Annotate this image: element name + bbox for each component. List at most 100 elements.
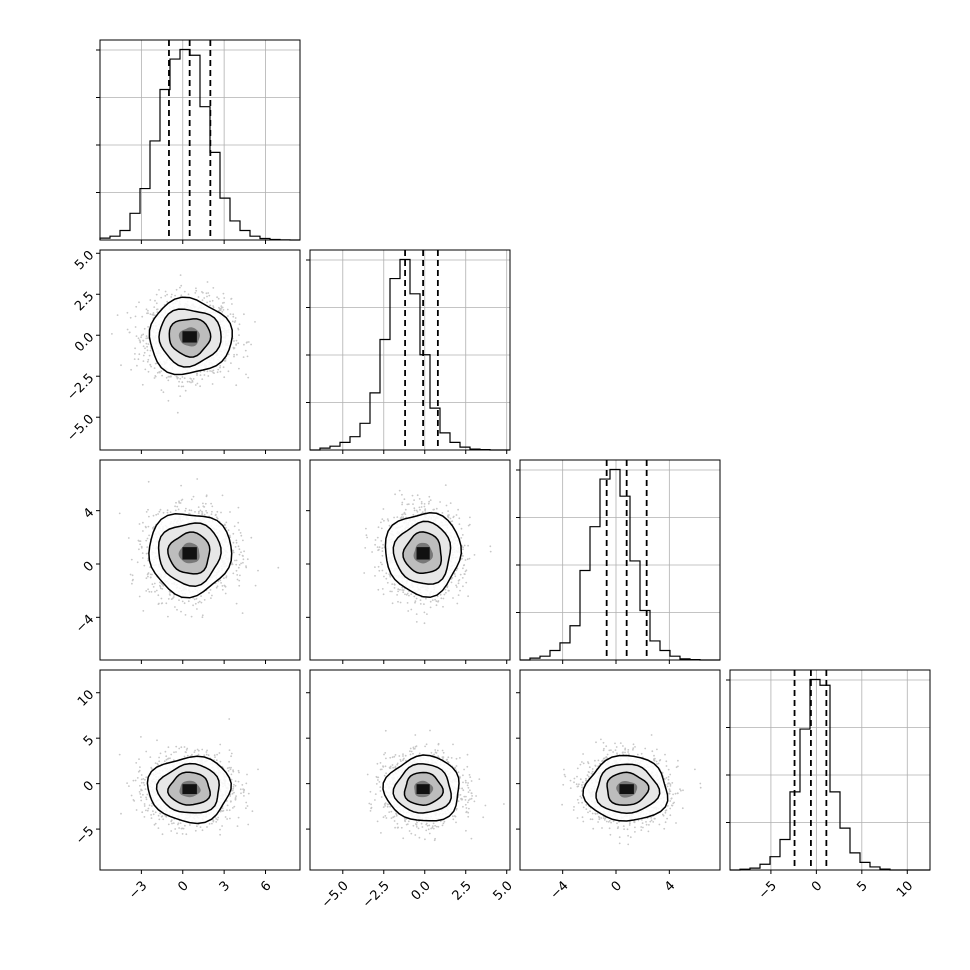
sample-point (396, 516, 399, 518)
sample-point (168, 593, 171, 596)
sample-point (235, 541, 238, 544)
sample-point (457, 594, 460, 596)
sample-point (223, 584, 226, 587)
sample-point (473, 554, 476, 556)
sample-point (174, 606, 176, 608)
sample-point (447, 510, 449, 512)
sample-point (246, 355, 249, 358)
sample-point (164, 290, 167, 293)
sample-point (187, 600, 190, 603)
sample-point (176, 411, 179, 414)
sample-point (221, 494, 224, 497)
sample-point (237, 328, 240, 331)
sample-point (462, 585, 464, 588)
sample-point (243, 550, 246, 553)
sample-point (382, 508, 385, 510)
sample-point (412, 513, 415, 516)
sample-point (232, 313, 235, 316)
sample-point (241, 554, 244, 557)
sample-point (129, 316, 132, 319)
sample-point (157, 594, 160, 597)
sample-point (419, 599, 422, 601)
sample-point (145, 552, 148, 555)
sample-point (208, 592, 210, 594)
sample-point (389, 575, 392, 578)
sample-point (242, 561, 244, 564)
sample-point (228, 534, 231, 537)
sample-point (153, 314, 156, 317)
sample-point (393, 583, 396, 586)
sample-point (415, 597, 418, 600)
sample-point (194, 511, 196, 513)
sample-point (435, 604, 438, 607)
sample-point (146, 537, 149, 540)
sample-point (223, 360, 226, 362)
sample-point (235, 563, 238, 566)
sample-point (235, 539, 238, 542)
sample-point (242, 356, 245, 358)
sample-point (139, 543, 142, 546)
sample-point (177, 508, 180, 511)
sample-point (181, 376, 184, 378)
sample-point (145, 342, 148, 345)
sample-point (205, 292, 208, 295)
sample-point (181, 600, 184, 603)
sample-point (234, 317, 237, 319)
sample-point (223, 376, 226, 379)
sample-point (167, 598, 170, 600)
sample-point (133, 358, 136, 360)
sample-point (247, 376, 250, 379)
sample-point (138, 339, 141, 341)
sample-point (235, 569, 238, 572)
sample-point (147, 508, 149, 511)
sample-point (146, 573, 149, 576)
sample-point (152, 313, 154, 316)
sample-point (200, 601, 203, 604)
sample-point (194, 602, 197, 605)
sample-point (225, 576, 228, 579)
sample-point (167, 379, 170, 382)
sample-point (170, 296, 173, 298)
histogram-frame (99, 39, 301, 241)
sample-point (154, 299, 156, 302)
sample-point (152, 312, 155, 314)
sample-point (149, 313, 152, 315)
sample-point (238, 548, 241, 551)
sample-point (159, 585, 162, 588)
sample-point (450, 581, 453, 584)
sample-point (194, 292, 197, 294)
sample-point (233, 340, 235, 342)
sample-point (212, 305, 215, 307)
sample-point (243, 313, 245, 316)
sample-point (140, 334, 143, 337)
sample-point (159, 508, 162, 511)
sample-point (131, 574, 134, 577)
sample-point (440, 597, 443, 600)
sample-point (219, 365, 222, 367)
sample-point (426, 613, 428, 615)
sample-point (383, 575, 385, 578)
sample-point (160, 370, 163, 372)
sample-point (423, 505, 426, 508)
sample-point (134, 326, 137, 328)
sample-point (199, 509, 202, 512)
sample-point (147, 572, 150, 574)
sample-point (238, 367, 240, 370)
sample-point (381, 518, 384, 520)
sample-point (209, 300, 211, 303)
sample-point (184, 510, 187, 512)
sample-point (378, 569, 381, 572)
sample-point (188, 380, 191, 383)
sample-point (177, 385, 180, 388)
sample-point (220, 305, 223, 307)
scatter-panel-1-2 (363, 484, 492, 625)
histogram-frame (729, 669, 931, 871)
sample-point (239, 574, 241, 577)
sample-point (142, 354, 145, 357)
sample-point (148, 515, 150, 518)
scatter-panel-0-2 (118, 478, 280, 619)
sample-point (451, 577, 454, 579)
sample-point (386, 581, 389, 584)
sample-point (235, 344, 238, 346)
sample-point (376, 536, 379, 539)
